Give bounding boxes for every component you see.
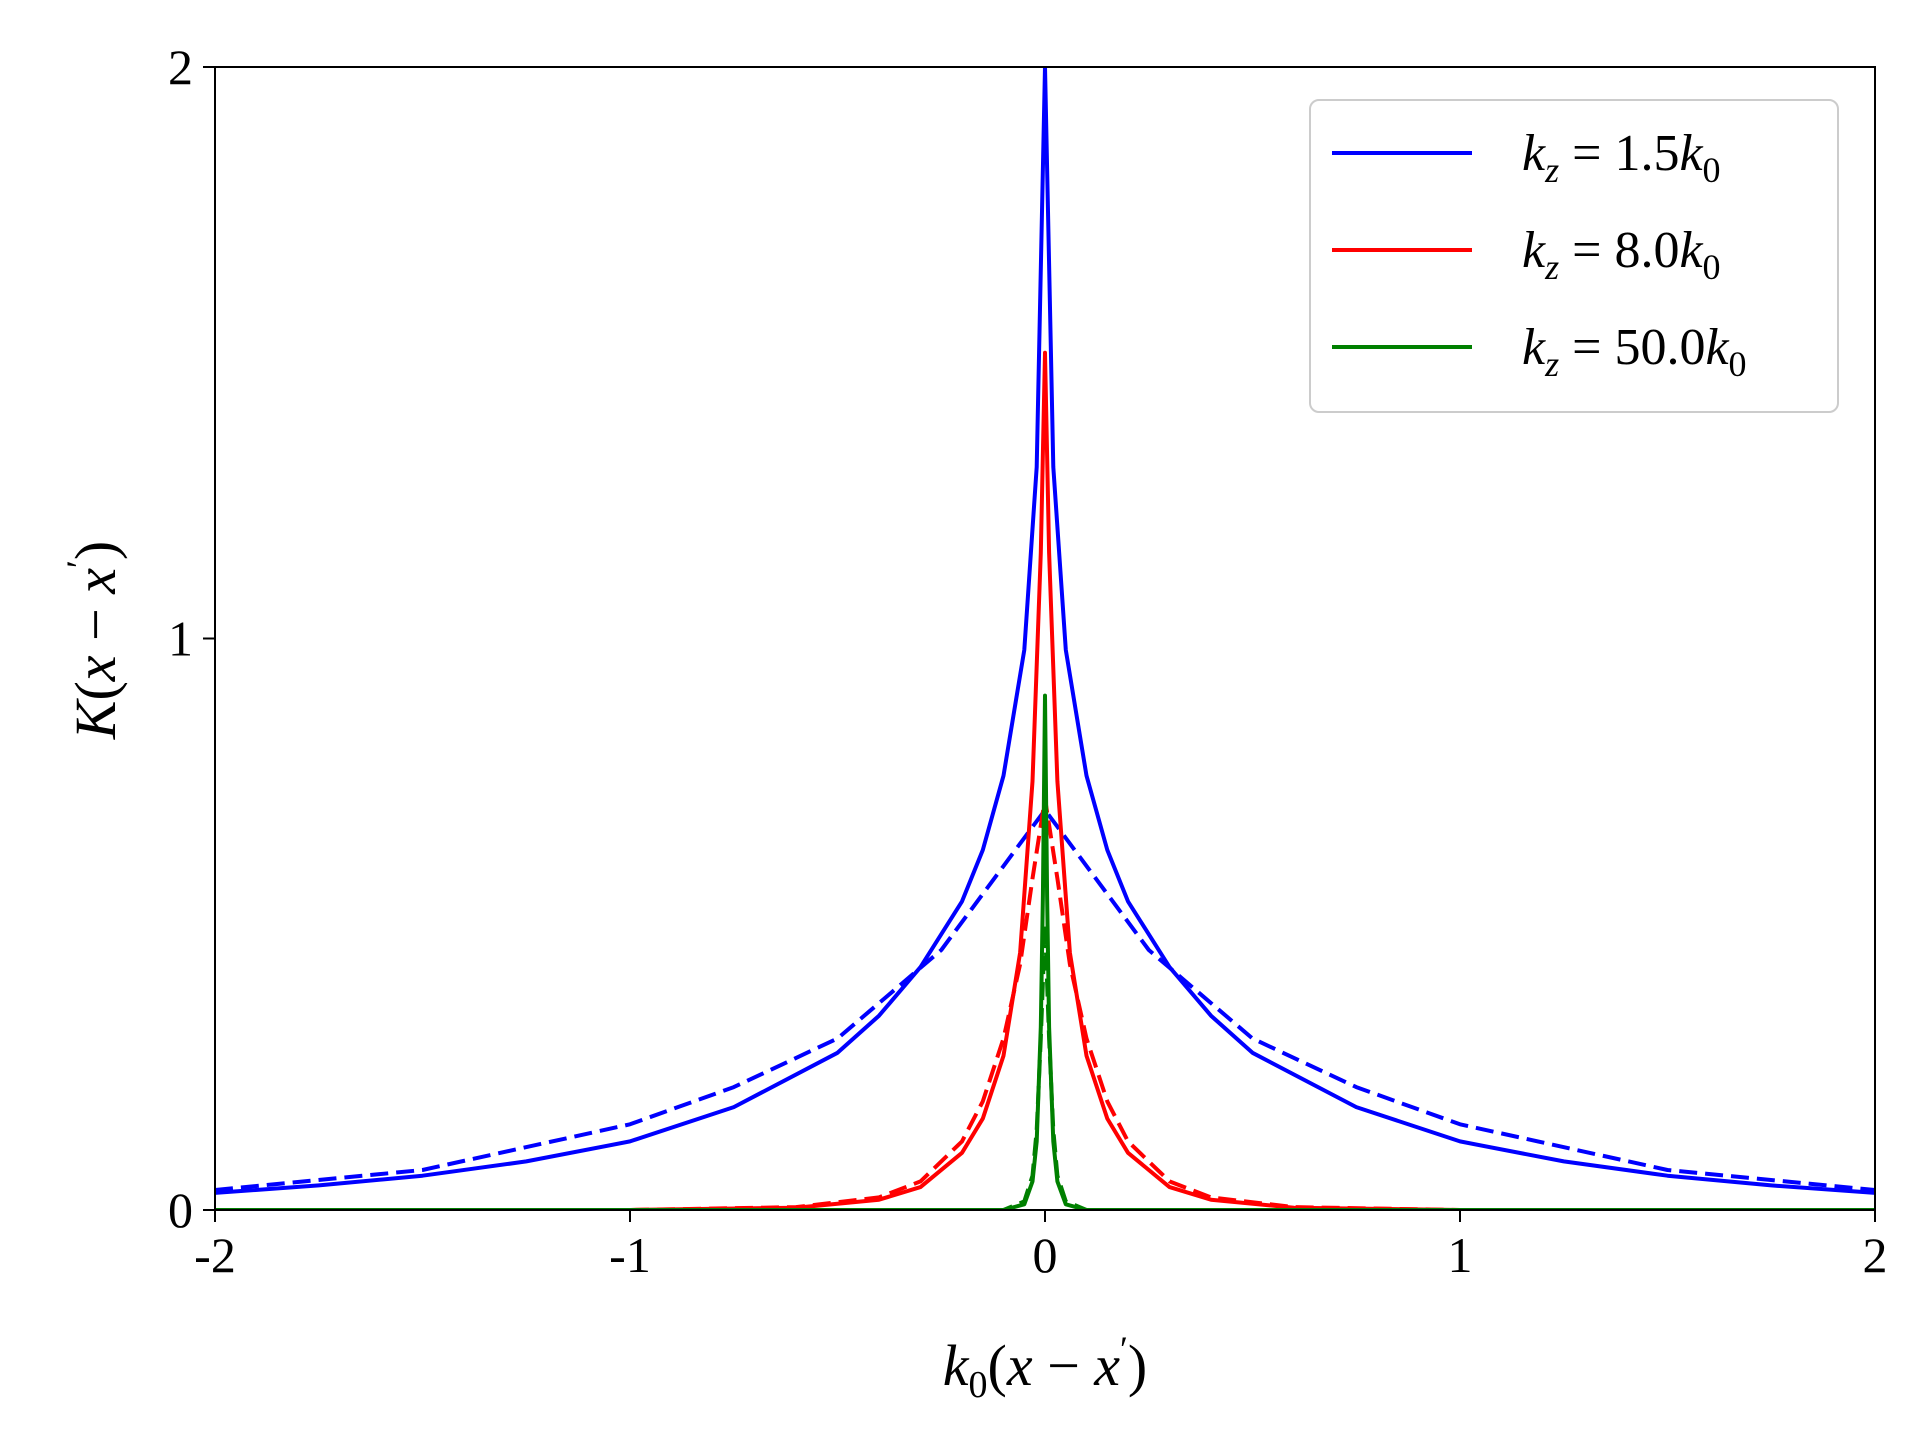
svg-text:kz = 50.0k0: kz = 50.0k0 — [1522, 319, 1747, 384]
series-layer — [215, 67, 1875, 1210]
x-tick-label: 2 — [1863, 1227, 1888, 1283]
x-tick-label: 1 — [1448, 1227, 1473, 1283]
x-axis: -2 -1 0 1 2 — [194, 1210, 1888, 1283]
legend-label-green: 50.0 — [1614, 319, 1705, 376]
legend-label-blue: 1.5 — [1614, 125, 1679, 182]
x-tick-label: -2 — [194, 1227, 236, 1283]
y-tick-label: 0 — [168, 1182, 193, 1238]
series-line-5 — [215, 922, 1875, 1210]
y-axis: 0 1 2 — [168, 39, 215, 1238]
legend-box — [1309, 99, 1839, 413]
y-tick-label: 2 — [168, 39, 193, 95]
series-line-1 — [215, 808, 1875, 1192]
legend-entry-kz-50-0: kz = 50.0k0 — [1332, 319, 1747, 384]
x-axis-label: k0(x − x′) — [943, 1329, 1148, 1406]
x-tick-label: -1 — [609, 1227, 651, 1283]
legend: kz = 1.5k0 kz = 8.0k0 kz = 50.0k0 — [1309, 99, 1839, 413]
series-line-2 — [215, 350, 1875, 1210]
svg-text:kz = 1.5k0: kz = 1.5k0 — [1522, 125, 1721, 190]
legend-label-red: 8.0 — [1614, 222, 1679, 279]
x-tick-label: 0 — [1033, 1227, 1058, 1283]
legend-entry-kz-1-5: kz = 1.5k0 — [1332, 125, 1721, 190]
svg-text:kz = 8.0k0: kz = 8.0k0 — [1522, 222, 1721, 287]
series-line-0 — [215, 67, 1875, 1195]
y-tick-label: 1 — [168, 611, 193, 667]
y-axis-label: K(x − x′) — [59, 541, 128, 740]
legend-entry-kz-8-0: kz = 8.0k0 — [1332, 222, 1721, 287]
